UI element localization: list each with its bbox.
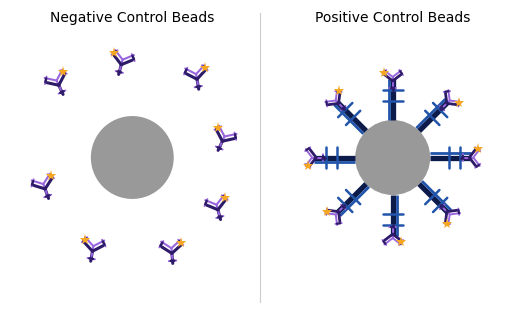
Title: Positive Control Beads: Positive Control Beads: [315, 11, 470, 26]
Circle shape: [355, 120, 430, 195]
Circle shape: [91, 116, 174, 199]
Title: Negative Control Beads: Negative Control Beads: [50, 11, 215, 26]
